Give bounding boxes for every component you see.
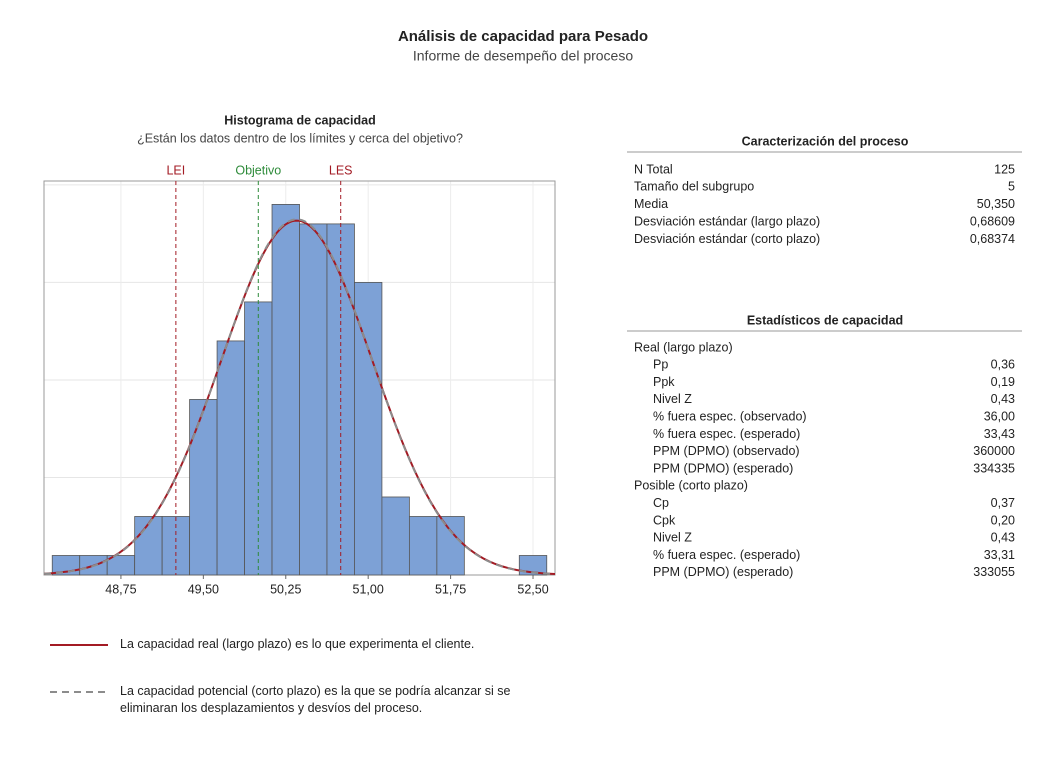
x-tick-label: 50,25	[270, 582, 301, 596]
row-label: N Total	[634, 162, 673, 176]
row-value: 0,43	[991, 531, 1015, 545]
bar	[354, 282, 383, 576]
row-label: Nivel Z	[653, 531, 692, 545]
row-label: Ppk	[653, 375, 675, 389]
bar	[271, 204, 300, 576]
row-label: % fuera espec. (observado)	[653, 409, 807, 423]
row-value: 0,37	[991, 496, 1015, 510]
spec-label: LEI	[166, 163, 185, 177]
row-label: PPM (DPMO) (esperado)	[653, 565, 793, 579]
fit-curve	[44, 218, 555, 575]
row-label: Nivel Z	[653, 392, 692, 406]
bar	[408, 516, 438, 576]
legend-text: La capacidad potencial (corto plazo) es …	[120, 684, 511, 715]
row-value: 334335	[973, 461, 1015, 475]
chart-title: Histograma de capacidad	[224, 113, 375, 127]
bar	[299, 223, 328, 576]
row-label: Desviación estándar (largo plazo)	[634, 214, 820, 228]
row-label: % fuera espec. (esperado)	[653, 427, 800, 441]
chart-subtitle: ¿Están los datos dentro de los límites y…	[137, 131, 463, 145]
bar	[244, 301, 273, 576]
row-label: PPM (DPMO) (observado)	[653, 444, 800, 458]
row-value: 0,68374	[970, 232, 1015, 246]
bar	[518, 555, 548, 576]
row-value: 333055	[973, 565, 1015, 579]
table-title: Caracterización del proceso	[742, 134, 909, 148]
row-label: % fuera espec. (esperado)	[653, 548, 800, 562]
table-title: Estadísticos de capacidad	[747, 313, 903, 327]
row-value: 33,31	[984, 548, 1015, 562]
row-label: PPM (DPMO) (esperado)	[653, 461, 793, 475]
row-value: 33,43	[984, 427, 1015, 441]
row-value: 50,350	[977, 197, 1015, 211]
row-value: 5	[1008, 180, 1015, 194]
legend-text: La capacidad real (largo plazo) es lo qu…	[120, 637, 475, 651]
group-label: Real (largo plazo)	[634, 340, 733, 354]
row-label: Tamaño del subgrupo	[634, 180, 754, 194]
row-value: 0,36	[991, 358, 1015, 372]
report-title: Análisis de capacidad para Pesado	[398, 28, 648, 45]
x-tick-label: 51,00	[353, 582, 384, 596]
row-value: 360000	[973, 444, 1015, 458]
row-value: 0,20	[991, 513, 1015, 527]
report-subtitle: Informe de desempeño del proceso	[413, 48, 633, 64]
row-label: Cpk	[653, 513, 676, 527]
x-tick-label: 52,50	[517, 582, 548, 596]
row-value: 36,00	[984, 409, 1015, 423]
row-label: Desviación estándar (corto plazo)	[634, 232, 820, 246]
group-label: Posible (corto plazo)	[634, 479, 748, 493]
row-value: 0,43	[991, 392, 1015, 406]
spec-label: LES	[329, 163, 353, 177]
row-value: 0,68609	[970, 214, 1015, 228]
row-value: 0,19	[991, 375, 1015, 389]
bar	[134, 516, 163, 576]
row-label: Cp	[653, 496, 669, 510]
bar	[436, 516, 465, 576]
bar	[381, 496, 410, 576]
x-tick-label: 51,75	[435, 582, 466, 596]
bar	[189, 399, 218, 576]
row-label: Pp	[653, 358, 668, 372]
bar	[216, 340, 245, 576]
row-value: 125	[994, 162, 1015, 176]
spec-label: Objetivo	[235, 163, 281, 177]
curves	[44, 218, 555, 575]
x-tick-label: 48,75	[105, 582, 136, 596]
row-label: Media	[634, 197, 668, 211]
x-tick-label: 49,50	[188, 582, 219, 596]
